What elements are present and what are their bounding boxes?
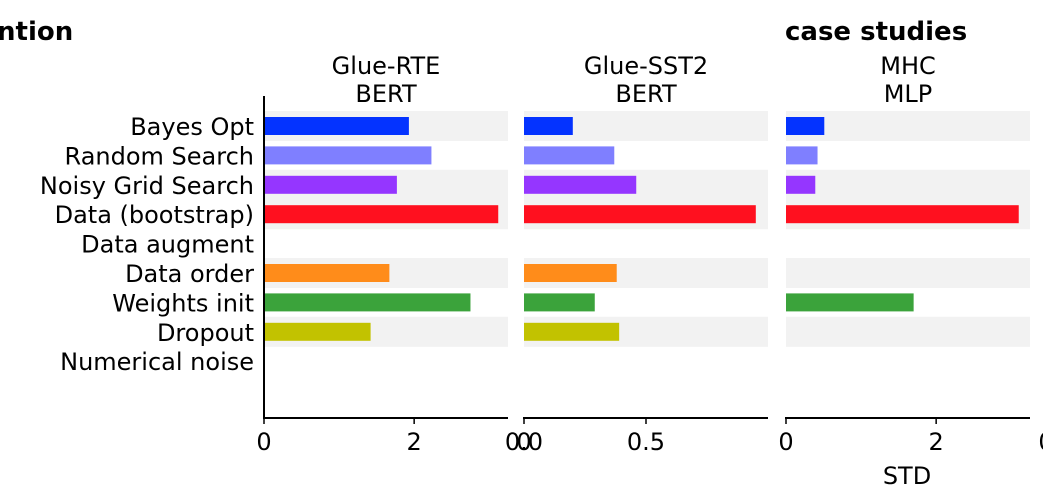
bar-bayes-opt: [786, 117, 825, 135]
bar-noisy-grid-search: [264, 175, 397, 194]
panel-title-line: BERT: [355, 80, 417, 108]
x-axis-label: STD: [883, 462, 931, 489]
row-band: [786, 316, 1030, 347]
panel-title-line: Glue-SST2: [584, 52, 708, 80]
bar-noisy-grid-search: [524, 175, 637, 194]
bar-dropout: [524, 322, 620, 341]
bar-random-search: [786, 146, 818, 165]
row-band: [786, 111, 1030, 141]
panel-title-line: BERT: [615, 80, 677, 108]
bar-bayes-opt: [264, 117, 409, 135]
x-tick-label: 0: [778, 428, 793, 456]
bar-data-order: [264, 264, 390, 282]
bar-weights-init: [524, 293, 595, 312]
panel-title-line: Glue-RTE: [332, 52, 441, 80]
bar-dropout: [264, 322, 371, 341]
x-tick-label-edge: 0: [516, 428, 531, 456]
category-label: Numerical noise: [60, 348, 254, 376]
section-heading-left: ntion: [0, 17, 73, 47]
row-bands: [264, 111, 1030, 347]
row-band: [786, 258, 1030, 288]
bar-data-bootstrap: [786, 205, 1019, 224]
bar-noisy-grid-search: [786, 175, 816, 194]
bar-data-order: [524, 264, 617, 282]
category-label: Noisy Grid Search: [40, 172, 254, 200]
bars-layer: [264, 117, 1019, 341]
category-label: Dropout: [157, 319, 254, 347]
category-label: Data order: [125, 260, 254, 288]
bar-bayes-opt: [524, 117, 573, 135]
bar-data-bootstrap: [264, 205, 499, 224]
x-tick-label-edge: 0: [1038, 428, 1043, 456]
section-heading-right: case studies: [785, 17, 967, 47]
x-tick-label: 0: [256, 428, 271, 456]
row-band: [786, 169, 1030, 200]
category-label: Weights init: [112, 289, 254, 317]
bar-weights-init: [264, 293, 471, 312]
x-tick-label: 2: [407, 428, 422, 456]
x-tick-label: 0.0: [505, 428, 543, 456]
x-tick-label: 0.5: [627, 428, 665, 456]
bar-weights-init: [786, 293, 914, 312]
panel-title-line: MHC: [880, 52, 936, 80]
panel-title-line: MLP: [884, 80, 933, 108]
bar-random-search: [264, 146, 432, 165]
category-label: Data augment: [81, 231, 254, 259]
bar-data-bootstrap: [524, 205, 756, 224]
category-label: Bayes Opt: [130, 113, 254, 141]
category-label: Random Search: [65, 142, 254, 170]
x-tick-label: 2: [929, 428, 944, 456]
bar-random-search: [524, 146, 615, 165]
category-label: Data (bootstrap): [55, 201, 254, 229]
